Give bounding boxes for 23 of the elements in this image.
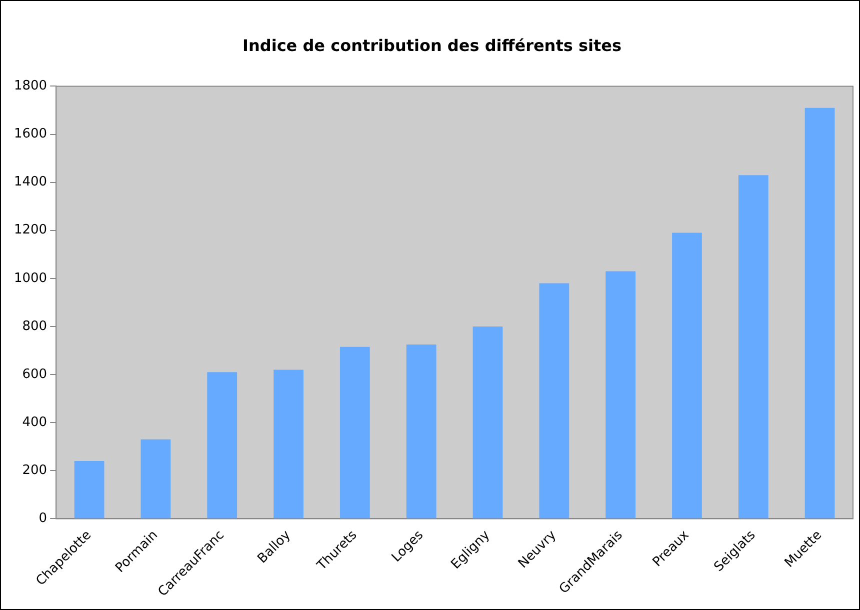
bar <box>606 271 636 518</box>
bar <box>804 108 835 518</box>
y-tick-label: 1800 <box>14 78 48 94</box>
bar <box>472 326 503 518</box>
bar <box>340 346 370 518</box>
y-tick-label: 400 <box>22 414 48 430</box>
y-tick-label: 600 <box>22 366 48 382</box>
bar <box>74 461 104 518</box>
y-tick-label: 1400 <box>14 174 48 190</box>
bar <box>539 283 570 518</box>
bar <box>274 370 304 518</box>
y-tick-label: 200 <box>22 463 48 478</box>
y-tick-label: 800 <box>22 318 48 334</box>
y-tick-label: 1000 <box>14 270 48 286</box>
bar <box>140 439 171 518</box>
y-tick-label: 0 <box>38 511 48 526</box>
y-tick-label: 1600 <box>14 126 48 142</box>
y-tick-label: 1200 <box>14 222 48 238</box>
bar <box>672 232 702 518</box>
bar <box>406 344 436 518</box>
bar <box>738 175 768 518</box>
bar <box>207 372 238 518</box>
chart-title: Indice de contribution des différents sites <box>242 36 622 55</box>
